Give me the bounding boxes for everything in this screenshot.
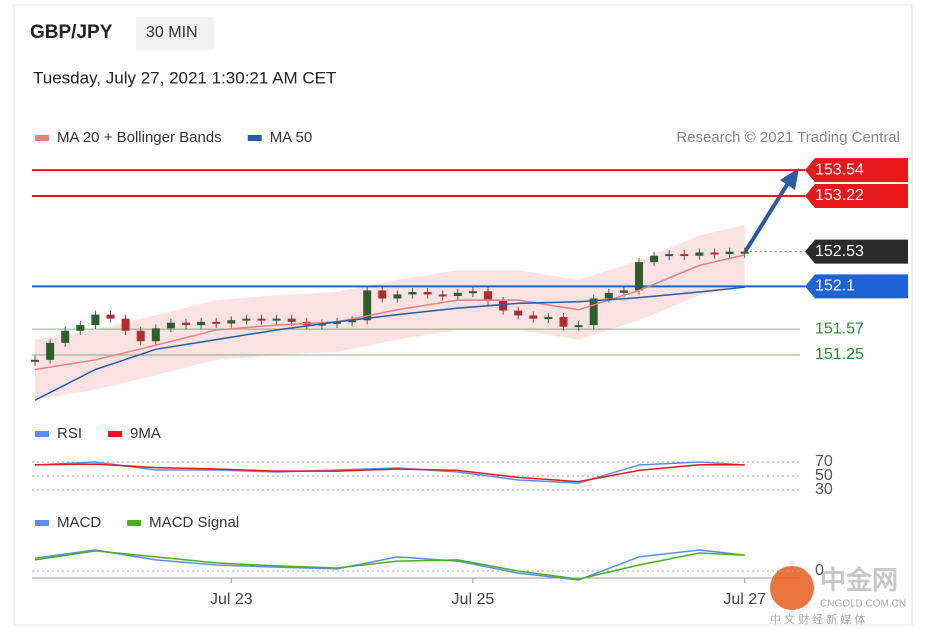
legend-label: 9MA	[130, 425, 161, 442]
candle	[378, 290, 387, 299]
timestamp: Tuesday, July 27, 2021 1:30:21 AM CET	[33, 68, 336, 87]
legend-swatch	[127, 520, 142, 526]
candle	[484, 291, 492, 301]
candle	[453, 292, 462, 297]
candle	[725, 251, 734, 255]
series-line	[34, 550, 745, 580]
y-tick-label: 50	[815, 467, 833, 484]
candle	[212, 321, 221, 324]
symbol: GBP/JPY	[30, 22, 113, 43]
candle	[589, 298, 598, 326]
legend-label: MA 50	[270, 129, 313, 146]
watermark-tagline: 中 文 财 经 新 媒 体	[770, 612, 865, 626]
candle	[242, 318, 251, 321]
candle	[635, 262, 643, 291]
watermark-logo	[770, 566, 814, 610]
candle	[499, 300, 508, 311]
candle	[559, 317, 568, 327]
legend-label: RSI	[57, 425, 82, 442]
candle	[604, 292, 613, 299]
y-tick-label: 70	[815, 453, 833, 470]
legend-label: MACD Signal	[149, 514, 239, 531]
candle	[61, 330, 70, 343]
legend-label: MACD	[57, 514, 101, 531]
candle	[91, 314, 100, 326]
candle	[76, 325, 85, 331]
candle	[333, 321, 341, 324]
series-line	[34, 286, 745, 401]
level-badge	[805, 158, 908, 183]
candle	[544, 317, 553, 320]
legend-swatch	[35, 520, 49, 526]
series-line	[34, 254, 745, 371]
series-line	[34, 461, 745, 484]
x-tick-label: Jul 23	[210, 591, 253, 608]
candle	[136, 330, 145, 342]
candle	[574, 325, 583, 328]
arrow-head	[780, 168, 799, 190]
level-label: 153.54	[815, 161, 864, 178]
candle	[468, 291, 477, 294]
candle	[31, 359, 39, 362]
candle	[182, 322, 190, 326]
candle	[393, 294, 402, 299]
candle	[121, 318, 130, 331]
credit: Research © 2021 Trading Central	[676, 129, 900, 146]
series-line	[34, 549, 745, 581]
y-tick-label: 0	[815, 562, 824, 579]
level-label: 153.22	[815, 187, 864, 204]
legend-swatch	[247, 135, 262, 141]
candle	[227, 320, 236, 324]
y-tick-label: 30	[815, 481, 833, 498]
candle	[740, 251, 749, 254]
legend-label: MA 20 + Bollinger Bands	[57, 129, 222, 146]
candle	[166, 322, 175, 329]
candle	[363, 290, 372, 321]
candle	[438, 294, 447, 297]
candle	[408, 292, 417, 295]
watermark-site: CNGOLD.COM.CN	[820, 599, 906, 610]
x-tick-label: Jul 25	[452, 591, 495, 608]
level-badge	[805, 183, 908, 208]
candle	[287, 318, 296, 322]
candle	[695, 252, 704, 256]
candle	[619, 290, 628, 293]
level-label: 152.53	[815, 243, 864, 260]
candle	[106, 314, 115, 319]
level-badge	[805, 239, 908, 264]
candle	[680, 254, 689, 257]
candle	[197, 321, 206, 326]
candle	[529, 315, 538, 319]
candle	[710, 252, 719, 255]
level-label: 151.57	[815, 320, 864, 337]
candle	[514, 310, 523, 316]
bollinger-band	[35, 225, 745, 400]
candle	[650, 255, 659, 263]
level-label: 151.25	[815, 346, 864, 363]
interval: 30 MIN	[146, 24, 198, 41]
level-badge	[805, 274, 908, 299]
candle	[272, 318, 281, 321]
legend-swatch	[108, 431, 123, 437]
series-line	[34, 463, 745, 483]
candle	[665, 254, 674, 257]
legend-swatch	[35, 431, 49, 437]
level-label: 152.1	[815, 278, 855, 295]
legend-swatch	[35, 135, 49, 141]
candle	[46, 342, 55, 360]
watermark-brand: 中金网	[820, 565, 898, 595]
candle	[257, 318, 266, 321]
x-tick-label: Jul 27	[723, 591, 766, 608]
interval-box	[136, 17, 214, 50]
target-arrow	[743, 178, 792, 254]
candle	[348, 320, 357, 323]
candle	[423, 292, 432, 295]
candle	[151, 328, 160, 342]
